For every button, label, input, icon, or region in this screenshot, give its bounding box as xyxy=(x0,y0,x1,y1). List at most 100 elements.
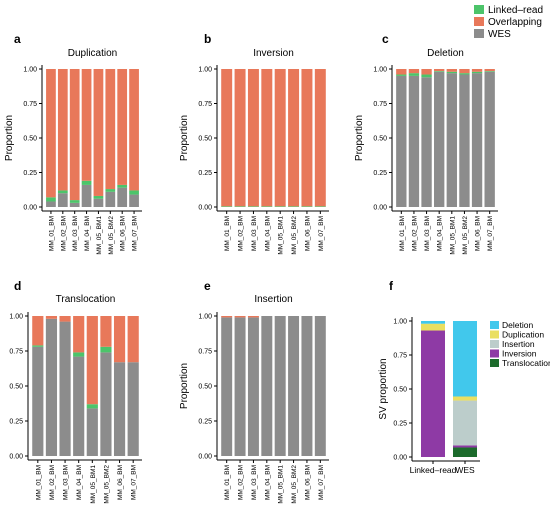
y-tick-label: 0.75 xyxy=(198,349,212,356)
x-tick-label: MM_06_BM xyxy=(475,216,482,251)
x-tick-label: MM_05_BM1 xyxy=(278,216,285,255)
bar-segment xyxy=(261,316,273,456)
bar-segment xyxy=(46,197,56,202)
x-tick-label: MM_03_BM xyxy=(72,216,79,251)
bar-segment xyxy=(86,408,98,456)
bar-segment xyxy=(261,206,273,207)
x-tick-label: MM_06_BM xyxy=(117,465,124,500)
bar-segment xyxy=(93,69,104,196)
bar-segment xyxy=(274,316,286,456)
bar-segment xyxy=(314,69,326,207)
bar-segment xyxy=(247,206,259,207)
y-tick-label: 0.00 xyxy=(9,454,23,461)
bar-segment xyxy=(247,316,259,318)
legend-swatch xyxy=(490,321,499,329)
legend-swatch xyxy=(490,349,499,358)
bar-segment xyxy=(127,362,139,456)
legend-swatch-wes xyxy=(474,29,484,38)
bar-segment xyxy=(314,316,326,456)
bar-segment xyxy=(471,71,483,74)
y-tick-label: 0.50 xyxy=(198,136,212,143)
y-tick-label: 0.50 xyxy=(393,387,407,394)
bar-segment xyxy=(93,195,104,199)
x-tick-label: MM_05_BM1 xyxy=(90,465,97,504)
y-tick-label: 0.25 xyxy=(198,419,212,426)
bar-segment xyxy=(113,316,126,363)
bar-segment xyxy=(129,190,139,195)
panel-letter: c xyxy=(382,32,389,46)
panel-letter: f xyxy=(389,279,394,293)
bar-segment xyxy=(434,71,445,72)
x-tick-label: WES xyxy=(455,465,475,475)
bar-segment xyxy=(32,346,44,456)
legend-label: Deletion xyxy=(502,320,533,330)
bar-segment xyxy=(434,71,445,207)
bar-segment xyxy=(32,345,44,347)
bar-segment xyxy=(93,198,104,207)
bar-segment xyxy=(301,316,313,456)
bar-segment xyxy=(484,71,495,72)
bar-segment xyxy=(81,180,92,185)
bar-segment xyxy=(288,69,300,207)
x-tick-label: MM_07_BM xyxy=(318,216,325,251)
bar-segment xyxy=(113,362,126,456)
legend-label: Duplication xyxy=(502,330,544,340)
bar-segment xyxy=(221,317,233,456)
x-tick-label: MM_05_BM2 xyxy=(103,465,110,504)
x-tick-label: MM_07_BM xyxy=(132,216,139,251)
bar-segment xyxy=(234,69,246,207)
y-tick-label: 1.00 xyxy=(393,319,407,326)
bar-segment xyxy=(471,73,483,207)
bar-segment xyxy=(117,184,128,188)
bar-segment xyxy=(221,206,233,207)
bar-segment xyxy=(434,69,445,72)
x-tick-label: MM_07_BM xyxy=(487,216,494,251)
bar-segment xyxy=(301,206,313,207)
x-tick-label: MM_07_BM xyxy=(131,465,138,500)
bar-segment xyxy=(314,206,326,207)
bar-segment xyxy=(301,69,313,207)
legend-swatch xyxy=(490,330,499,339)
panel-letter: d xyxy=(14,279,21,293)
bar-segment xyxy=(127,316,139,363)
x-tick-label: MM_02_BM xyxy=(49,465,56,500)
bar-segment xyxy=(73,352,85,357)
y-tick-label: 0.25 xyxy=(393,421,407,428)
legend-label: Insertion xyxy=(502,339,535,349)
y-tick-label: 1.00 xyxy=(9,314,23,321)
x-tick-label: MM_01_BM xyxy=(48,216,55,251)
y-axis-label: Proportion xyxy=(179,115,190,161)
bar-segment xyxy=(446,71,457,74)
bar-segment xyxy=(105,191,116,207)
panel-title: Translocation xyxy=(56,294,116,305)
bar-segment xyxy=(459,69,470,74)
bar-segment xyxy=(408,73,420,76)
panel-title: Deletion xyxy=(427,48,464,59)
panel-d: d Translocation Proportion 0.00 0.25 0.50 0.75… xyxy=(0,279,142,504)
bar-segment xyxy=(408,69,420,74)
panels: a Duplication Proportion 0.00 0.25 0.50 0.75 1.… xyxy=(0,32,550,504)
bar-segment xyxy=(459,73,470,75)
y-tick-label: 0.25 xyxy=(373,170,387,177)
panel-letter: e xyxy=(204,279,211,293)
x-tick-label: MM_02_BM xyxy=(60,216,67,251)
x-tick-label: MM_06_BM xyxy=(304,465,311,500)
bar-segment xyxy=(100,352,112,456)
x-tick-label: MM_05_BM1 xyxy=(449,216,456,255)
bar-segment xyxy=(396,75,407,208)
bar-segment xyxy=(288,316,300,456)
bar-segment xyxy=(261,69,273,207)
y-axis-label: SV proportion xyxy=(378,358,389,419)
y-tick-label: 0.00 xyxy=(23,205,37,212)
x-tick-label: MM_06_BM xyxy=(304,216,311,251)
bar-segment xyxy=(446,73,457,207)
y-tick-label: 0.25 xyxy=(23,170,37,177)
bar-segment xyxy=(421,321,445,324)
x-tick-label: MM_06_BM xyxy=(120,216,127,251)
bar-segment xyxy=(32,316,44,346)
panel-c: c Deletion Proportion 0.00 0.25 0.50 0.75 1.00 M… xyxy=(354,32,498,255)
legend-label-linked-read: Linked–read xyxy=(488,5,543,16)
y-tick-label: 0.25 xyxy=(198,170,212,177)
bar-segment xyxy=(453,447,477,457)
bar-segment xyxy=(81,69,92,181)
